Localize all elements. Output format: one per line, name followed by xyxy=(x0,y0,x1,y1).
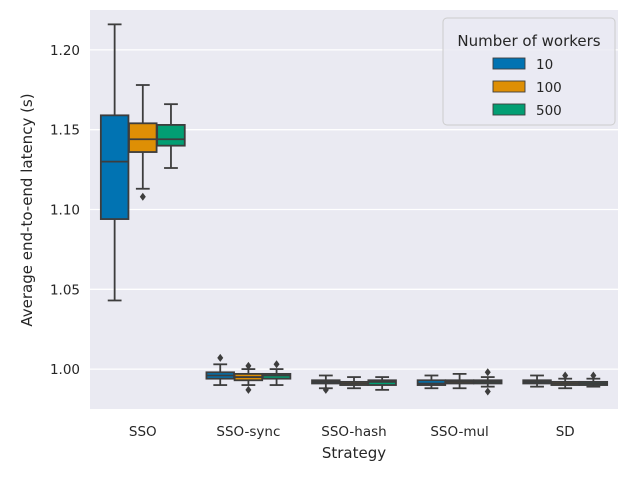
box-500-SSO xyxy=(156,103,186,169)
legend-frame xyxy=(442,17,616,126)
x-tick-label: SSO-mul xyxy=(430,424,488,440)
outlier-point xyxy=(590,371,597,380)
box-500-SD xyxy=(578,371,609,388)
y-tick-label: 1.10 xyxy=(50,203,80,219)
outlier-point xyxy=(484,368,491,377)
box-500-SSO-hash xyxy=(367,376,397,391)
y-tick-label: 1.20 xyxy=(50,43,80,59)
box-500-SSO-mul xyxy=(473,368,503,396)
y-tick-label: 1.00 xyxy=(50,362,80,378)
boxes xyxy=(99,23,609,396)
y-axis-ticks: 1.00 1.05 1.10 1.15 1.20 xyxy=(50,43,80,378)
box-iqr xyxy=(128,122,158,153)
outlier-point xyxy=(322,385,329,394)
outlier-point xyxy=(139,192,146,201)
outlier-point xyxy=(217,353,224,362)
y-tick-label: 1.05 xyxy=(50,282,80,298)
box-iqr xyxy=(156,124,186,147)
legend-swatch-10 xyxy=(492,57,526,70)
x-tick-label: SSO-hash xyxy=(321,424,386,440)
y-axis-title: Average end-to-end latency (s) xyxy=(18,93,36,326)
box-100-SSO xyxy=(128,84,158,201)
outlier-point xyxy=(245,385,252,394)
box-10-SSO xyxy=(99,23,130,302)
box-iqr xyxy=(99,114,130,220)
y-tick-label: 1.15 xyxy=(50,123,80,139)
legend-label-500: 500 xyxy=(536,103,562,119)
outlier-point xyxy=(273,360,280,369)
outlier-point xyxy=(562,371,569,380)
legend-label-100: 100 xyxy=(536,80,562,96)
legend-swatch-500 xyxy=(492,103,526,116)
legend-swatch-100 xyxy=(492,80,526,93)
box-500-SSO-sync xyxy=(261,360,292,386)
legend-title: Number of workers xyxy=(457,32,600,50)
legend-label-10: 10 xyxy=(536,57,553,73)
x-axis-ticks: SSO SSO-sync SSO-hash SSO-mul SD xyxy=(129,424,575,440)
x-axis-title: Strategy xyxy=(322,444,386,462)
box-10-SSO-sync xyxy=(205,353,235,386)
outlier-point xyxy=(484,387,491,396)
x-tick-label: SSO xyxy=(129,424,157,440)
legend: Number of workers 10 100 500 xyxy=(442,17,616,126)
x-tick-label: SSO-sync xyxy=(216,424,280,440)
x-tick-label: SD xyxy=(556,424,575,440)
outlier-point xyxy=(245,361,252,370)
